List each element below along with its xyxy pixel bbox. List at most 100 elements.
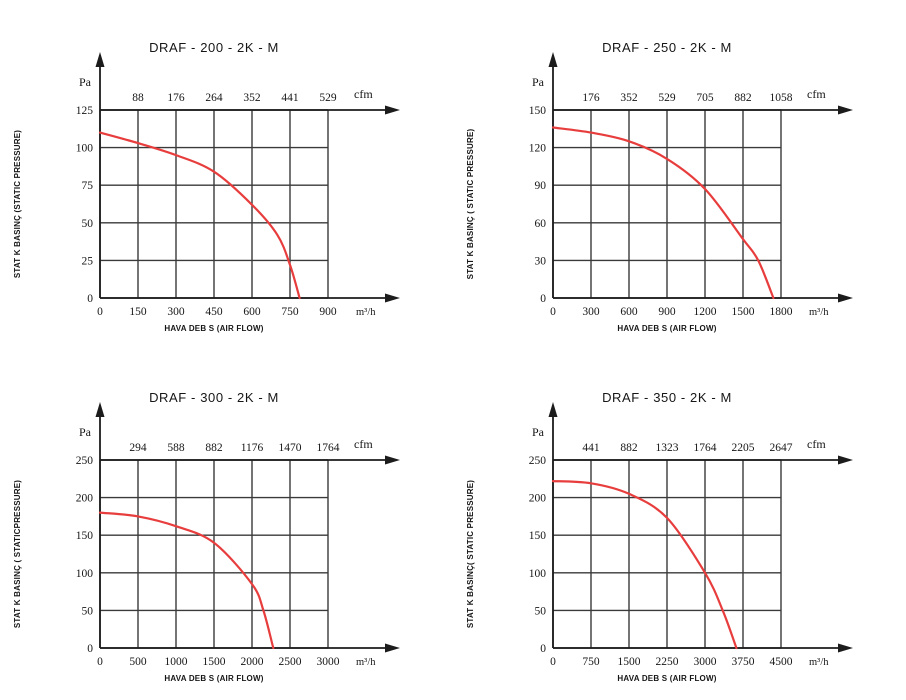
cfm-tick-label: 1058 <box>770 92 793 104</box>
x-axis-unit: m³/h <box>356 307 376 318</box>
x-tick-label: 2250 <box>656 656 679 668</box>
cfm-axis-arrow <box>385 105 400 115</box>
cfm-tick-label: 176 <box>167 92 185 104</box>
cfm-tick-label: 441 <box>281 92 299 104</box>
cfm-tick-label: 882 <box>205 442 223 454</box>
chart-draf-300-2k-m: DRAF - 300 - 2K - M 0 50 100 150 200 250 0 500 10… <box>0 350 453 700</box>
y-tick-label: 250 <box>529 455 547 467</box>
cfm-axis-arrow <box>838 455 853 465</box>
axis-arrows <box>95 402 400 653</box>
x-tick-label: 300 <box>582 306 600 318</box>
chart-title: DRAF - 250 - 2K - M <box>602 40 732 55</box>
fan-curve-chart: DRAF - 200 - 2K - M 0 25 50 75 100 125 0 150 300 4… <box>13 40 400 333</box>
x-tick-label: 1500 <box>618 656 641 668</box>
x-axis-arrow <box>838 293 853 303</box>
x-axis-unit: m³/h <box>356 657 376 668</box>
cfm-tick-label: 529 <box>658 92 676 104</box>
y-tick-label: 50 <box>82 218 94 230</box>
x-tick-label: 1800 <box>770 306 793 318</box>
x-tick-label: 1500 <box>732 306 755 318</box>
y-axis-label: STAT K BASINÇ( STATIC PRESSURE) <box>466 480 475 628</box>
x-tick-label: 0 <box>97 656 103 668</box>
y-axis-unit: Pa <box>532 75 545 89</box>
y-tick-label: 150 <box>529 530 547 542</box>
chart-title: DRAF - 200 - 2K - M <box>149 40 279 55</box>
x-tick-label: 1200 <box>694 306 717 318</box>
chart-draf-350-2k-m: DRAF - 350 - 2K - M 0 50 100 150 200 250 0 750 15… <box>453 350 906 700</box>
x-axis-label: HAVA DEB S (AIR FLOW) <box>617 674 716 683</box>
x-tick-label: 4500 <box>770 656 793 668</box>
axes <box>552 66 839 299</box>
x-tick-label: 0 <box>550 306 556 318</box>
fan-curve <box>551 126 775 300</box>
chart-title: DRAF - 350 - 2K - M <box>602 390 732 405</box>
cfm-tick-label: 176 <box>582 92 600 104</box>
x-axis-unit: m³/h <box>809 657 829 668</box>
cfm-tick-label: 352 <box>620 92 638 104</box>
y-tick-label: 200 <box>529 493 547 505</box>
x-tick-label: 750 <box>281 306 299 318</box>
chart-draf-250-2k-m: DRAF - 250 - 2K - M 0 30 60 90 120 150 0 300 600 9… <box>453 0 906 350</box>
axes <box>99 66 386 299</box>
x-tick-label: 900 <box>658 306 676 318</box>
cfm-tick-label: 1764 <box>317 442 340 454</box>
y-axis-label: STAT K BASINÇ (STATIC PRESSURE) <box>13 130 22 278</box>
cfm-tick-label: 882 <box>620 442 638 454</box>
x-axis-label: HAVA DEB S (AIR FLOW) <box>164 674 263 683</box>
grid <box>552 109 782 299</box>
axes <box>552 416 839 649</box>
y-tick-label: 150 <box>529 105 547 117</box>
grid <box>552 459 782 649</box>
y-tick-label: 50 <box>82 605 94 617</box>
y-tick-label: 90 <box>535 180 547 192</box>
y-tick-label: 200 <box>76 493 94 505</box>
cfm-tick-label: 352 <box>243 92 261 104</box>
cfm-axis-arrow <box>385 455 400 465</box>
axes <box>99 416 386 649</box>
fan-curve <box>98 511 275 650</box>
y-tick-label: 0 <box>87 293 93 305</box>
y-tick-label: 25 <box>82 255 94 267</box>
y-tick-label: 100 <box>76 143 94 155</box>
y-axis-label: STAT K BASINÇ ( STATIC PRESSURE) <box>466 129 475 280</box>
y-axis-unit: Pa <box>79 425 92 439</box>
y-tick-label: 50 <box>535 605 547 617</box>
y-tick-label: 0 <box>540 293 546 305</box>
y-tick-label: 150 <box>76 530 94 542</box>
y-tick-label: 60 <box>535 218 547 230</box>
grid <box>99 109 329 299</box>
fan-curve <box>551 480 738 650</box>
cfm-tick-label: 441 <box>582 442 600 454</box>
x-axis-arrow <box>385 643 400 653</box>
cfm-tick-label: 1323 <box>656 442 679 454</box>
cfm-tick-label: 2647 <box>770 442 793 454</box>
cfm-tick-label: 294 <box>129 442 147 454</box>
x-axis-arrow <box>838 643 853 653</box>
cfm-axis-unit: cfm <box>807 437 826 451</box>
fan-curve-chart: DRAF - 350 - 2K - M 0 50 100 150 200 250 0 750 15… <box>466 390 853 683</box>
fan-curve <box>98 131 301 300</box>
x-tick-label: 600 <box>243 306 261 318</box>
y-tick-label: 125 <box>76 105 94 117</box>
cfm-axis-unit: cfm <box>354 437 373 451</box>
x-tick-label: 0 <box>550 656 556 668</box>
y-axis-arrow <box>95 52 105 67</box>
y-axis-arrow <box>548 402 558 417</box>
y-tick-label: 75 <box>82 180 94 192</box>
cfm-tick-label: 1470 <box>279 442 302 454</box>
x-axis-label: HAVA DEB S (AIR FLOW) <box>164 324 263 333</box>
grid <box>99 459 329 649</box>
x-tick-label: 450 <box>205 306 223 318</box>
x-tick-label: 500 <box>129 656 147 668</box>
chart-draf-200-2k-m: DRAF - 200 - 2K - M 0 25 50 75 100 125 0 150 300 4… <box>0 0 453 350</box>
chart-title: DRAF - 300 - 2K - M <box>149 390 279 405</box>
cfm-tick-label: 2205 <box>732 442 755 454</box>
cfm-tick-label: 588 <box>167 442 185 454</box>
cfm-tick-label: 264 <box>205 92 223 104</box>
cfm-tick-label: 1176 <box>241 442 264 454</box>
x-tick-label: 3000 <box>694 656 717 668</box>
x-tick-label: 300 <box>167 306 185 318</box>
